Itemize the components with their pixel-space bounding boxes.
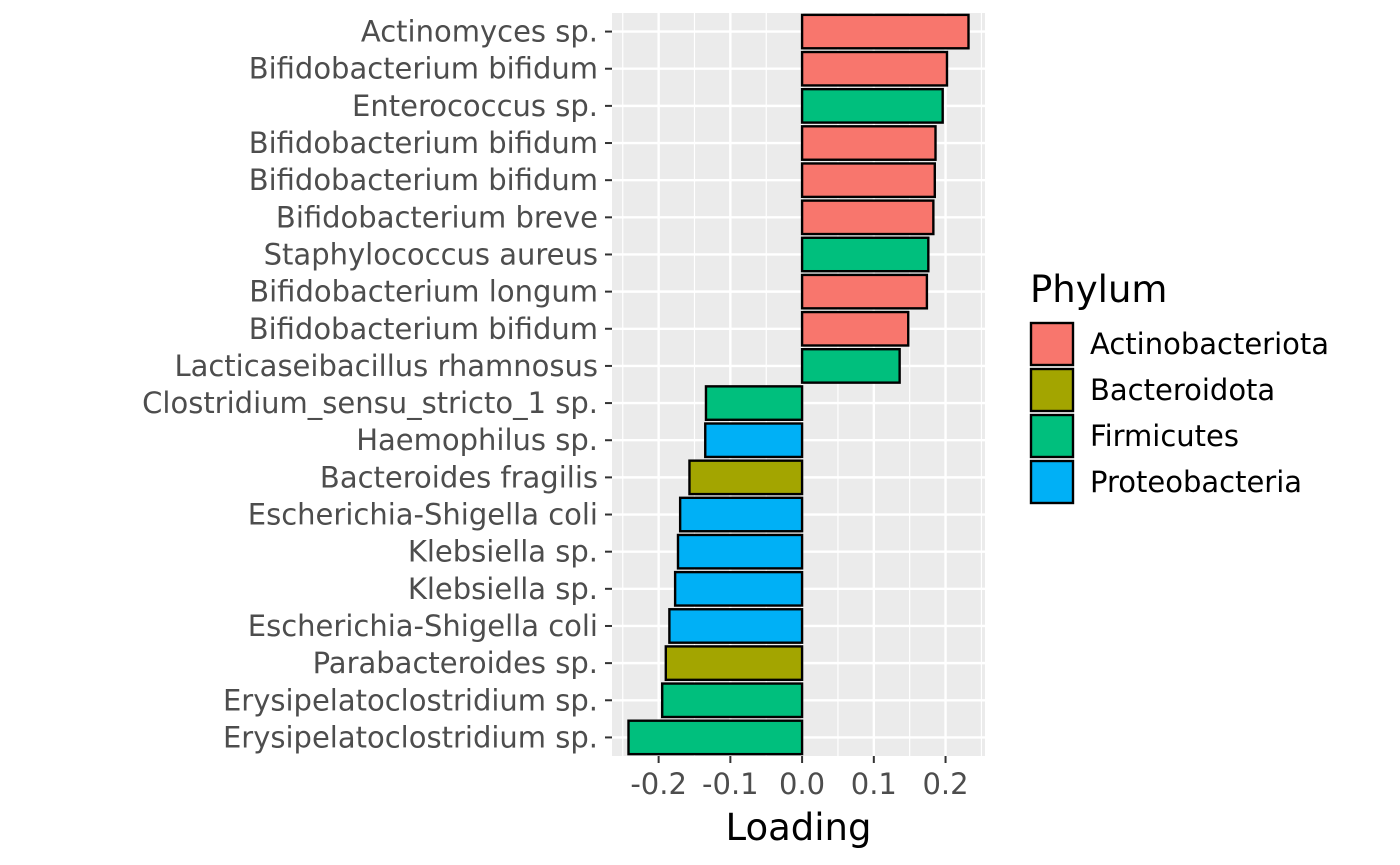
bar: [800, 236, 930, 273]
y-tick-label: Staphylococcus aureus: [264, 237, 598, 271]
y-tick-label: Bifidobacterium bifidum: [249, 312, 598, 346]
bar: [800, 348, 901, 384]
legend-label: Bacteroidota: [1090, 373, 1275, 407]
legend-label: Proteobacteria: [1090, 465, 1302, 499]
x-axis-title: Loading: [726, 806, 872, 849]
y-tick-label: Clostridium_sensu_stricto_1 sp.: [142, 386, 598, 420]
y-tick-label: Klebsiella sp.: [408, 572, 598, 606]
legend-key: [1029, 367, 1075, 413]
legend-items: Actinobacteriota Bacteroidota Firmicutes Pr…: [1029, 321, 1329, 505]
bar: [668, 608, 804, 644]
bar: [627, 719, 804, 756]
bar: [800, 13, 970, 50]
legend-label: Actinobacteriota: [1090, 327, 1329, 361]
y-tick-label: Escherichia-Shigella coli: [248, 609, 598, 643]
legend: Phylum Actinobacteriota Bacteroidota Firmi…: [1029, 268, 1329, 505]
bars: [627, 13, 970, 756]
legend-label: Firmicutes: [1090, 419, 1239, 453]
y-tick-label: Erysipelatoclostridium sp.: [223, 720, 598, 754]
y-tick-label: Actinomyces sp.: [361, 15, 598, 49]
bar: [800, 273, 929, 310]
bar: [800, 50, 949, 87]
bar: [676, 533, 804, 570]
legend-key: [1029, 321, 1075, 367]
y-tick-label: Bifidobacterium longum: [249, 275, 598, 309]
x-tick-label: 0.1: [851, 767, 897, 801]
y-tick-label: Bifidobacterium bifidum: [249, 126, 598, 160]
y-tick-label: Bacteroides fragilis: [320, 460, 598, 494]
y-tick-label: Klebsiella sp.: [408, 535, 598, 569]
bar: [673, 570, 804, 607]
plot-panel: [612, 13, 985, 756]
legend-title: Phylum: [1030, 268, 1167, 311]
bar: [800, 199, 935, 236]
y-tick-label: Haemophilus sp.: [356, 423, 598, 457]
y-tick-label: Erysipelatoclostridium sp.: [223, 683, 598, 717]
bar: [800, 125, 937, 161]
x-tick-label: 0.2: [922, 767, 968, 801]
y-tick-label: Bifidobacterium bifidum: [249, 163, 598, 197]
y-tick-label: Escherichia-Shigella coli: [248, 498, 598, 532]
bar: [800, 310, 910, 347]
legend-key: [1029, 413, 1075, 459]
legend-key: [1029, 459, 1075, 505]
bar: [704, 422, 804, 459]
bar: [800, 87, 944, 124]
x-tick-label: 0.0: [779, 767, 825, 801]
bar: [664, 645, 804, 682]
y-tick-label: Enterococcus sp.: [352, 89, 598, 123]
bar: [704, 385, 804, 421]
x-tick-label: -0.2: [630, 767, 687, 801]
x-axis-ticks: -0.2 -0.1 0.0 0.1 0.2: [630, 756, 969, 801]
y-tick-label: Bifidobacterium breve: [276, 200, 598, 234]
y-tick-label: Bifidobacterium bifidum: [249, 52, 598, 86]
bar: [688, 459, 804, 496]
x-tick-label: -0.1: [702, 767, 759, 801]
y-tick-label: Parabacteroides sp.: [313, 646, 598, 680]
bar: [661, 682, 804, 719]
y-tick-label: Lacticaseibacillus rhamnosus: [174, 349, 598, 383]
bar: [678, 496, 804, 533]
y-axis-ticks: Actinomyces sp.Bifidobacterium bifidumEn…: [142, 15, 612, 754]
bar: [800, 162, 936, 199]
